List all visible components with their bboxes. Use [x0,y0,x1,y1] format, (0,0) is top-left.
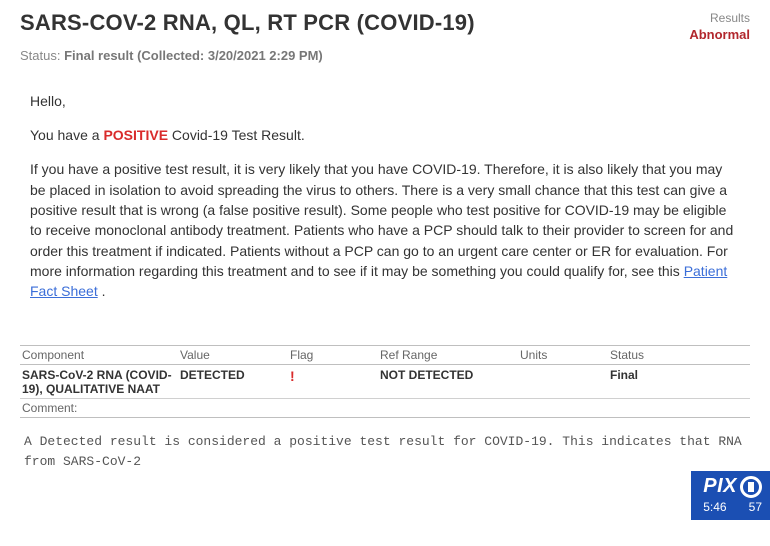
footer-note: A Detected result is considered a positi… [24,432,746,471]
info-text-end: . [98,283,106,299]
positive-highlight: POSITIVE [103,127,168,143]
cell-flag: ! [290,368,380,384]
col-units: Units [520,348,610,362]
results-block: Results Abnormal [689,10,750,44]
col-ref: Ref Range [380,348,520,362]
comment-row: Comment: [20,399,750,418]
pix-logo-text: PIX [703,475,737,498]
collected-timestamp: (Collected: 3/20/2021 2:29 PM) [137,48,323,63]
greeting: Hello, [30,91,740,111]
info-paragraph: If you have a positive test result, it i… [30,159,740,301]
info-text: If you have a positive test result, it i… [30,161,733,278]
results-label: Results [689,10,750,26]
test-title: SARS-COV-2 RNA, QL, RT PCR (COVID-19) [20,10,475,36]
results-table: Component Value Flag Ref Range Units Sta… [20,345,750,418]
col-status: Status [610,348,750,362]
results-value: Abnormal [689,26,750,44]
cell-value: DETECTED [180,368,290,382]
broadcast-temp: 57 [749,500,762,514]
pause-circle-icon [740,476,762,498]
cell-component: SARS-CoV-2 RNA (COVID-19), QUALITATIVE N… [20,368,180,396]
table-header-row: Component Value Flag Ref Range Units Sta… [20,345,750,365]
pix-logo: PIX [703,475,762,498]
col-value: Value [180,348,290,362]
table-row: SARS-CoV-2 RNA (COVID-19), QUALITATIVE N… [20,365,750,399]
result-line: You have a POSITIVE Covid-19 Test Result… [30,125,740,145]
broadcast-overlay: PIX 5:46 57 [689,469,770,522]
result-line-pre: You have a [30,127,103,143]
cell-status: Final [610,368,750,382]
cell-ref: NOT DETECTED [380,368,520,382]
broadcast-time: 5:46 [703,500,726,514]
status-label: Status: [20,48,60,63]
status-row: Status: Final result (Collected: 3/20/20… [20,48,750,63]
result-line-post: Covid-19 Test Result. [168,127,305,143]
status-value: Final result [64,48,133,63]
col-component: Component [20,348,180,362]
flag-icon: ! [290,368,295,384]
message-body: Hello, You have a POSITIVE Covid-19 Test… [30,91,740,302]
col-flag: Flag [290,348,380,362]
comment-label: Comment: [20,401,180,415]
